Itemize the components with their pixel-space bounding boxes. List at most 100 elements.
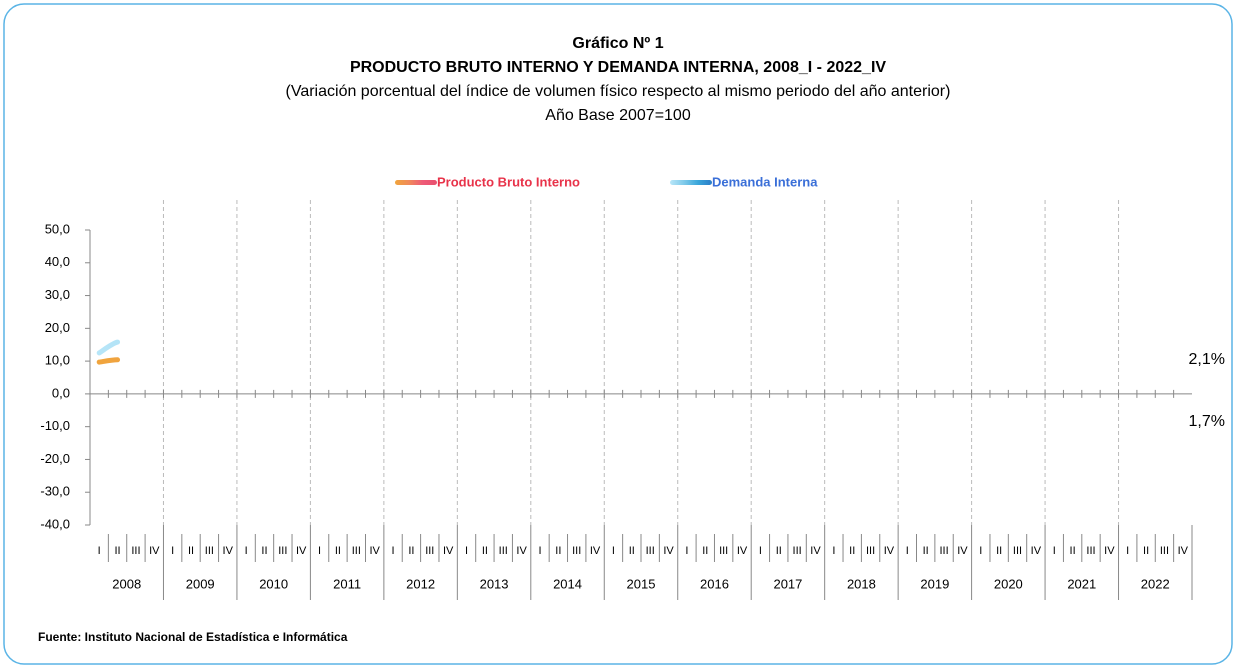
x-tick-label: IV (516, 545, 527, 557)
x-tick-label: II (849, 545, 855, 557)
chart-note: Año Base 2007=100 (545, 107, 691, 124)
year-label: 2011 (333, 576, 361, 591)
year-label: 2017 (773, 576, 802, 591)
y-tick-label: -40,0 (40, 516, 70, 531)
x-tick-label: IV (296, 545, 307, 557)
x-tick-label: II (923, 545, 929, 557)
x-tick-label: I (979, 545, 982, 557)
x-tick-label: IV (1178, 545, 1189, 557)
end-label: 2,1% (1189, 351, 1225, 368)
year-label: 2012 (406, 576, 435, 591)
x-tick-label: I (685, 545, 688, 557)
x-tick-label: III (1160, 545, 1169, 557)
x-tick-label: IV (443, 545, 454, 557)
x-tick-label: IV (884, 545, 895, 557)
x-tick-label: I (245, 545, 248, 557)
x-tick-label: I (759, 545, 762, 557)
x-tick-label: III (278, 545, 287, 557)
x-tick-label: II (996, 545, 1002, 557)
year-label: 2010 (259, 576, 288, 591)
legend-swatch (670, 180, 712, 185)
x-tick-label: II (776, 545, 782, 557)
x-tick-label: I (98, 545, 101, 557)
x-tick-label: IV (590, 545, 601, 557)
x-tick-label: II (702, 545, 708, 557)
x-tick-label: I (392, 545, 395, 557)
x-tick-label: IV (737, 545, 748, 557)
x-tick-label: II (555, 545, 561, 557)
year-label: 2020 (994, 576, 1023, 591)
x-tick-label: I (538, 545, 541, 557)
y-tick-label: -20,0 (40, 451, 70, 466)
x-tick-label: II (335, 545, 341, 557)
x-tick-label: III (1086, 545, 1095, 557)
y-tick-label: 0,0 (52, 385, 70, 400)
x-tick-label: III (866, 545, 875, 557)
year-label: 2018 (847, 576, 876, 591)
x-tick-label: III (646, 545, 655, 557)
x-tick-label: IV (1031, 545, 1042, 557)
x-tick-label: III (425, 545, 434, 557)
chart-title: Gráfico Nº 1 (572, 35, 663, 52)
x-tick-label: III (719, 545, 728, 557)
x-tick-label: III (572, 545, 581, 557)
source: Fuente: Instituto Nacional de Estadístic… (38, 630, 348, 644)
x-tick-label: I (465, 545, 468, 557)
x-tick-label: II (114, 545, 120, 557)
y-tick-label: 50,0 (45, 221, 70, 236)
x-tick-label: IV (369, 545, 380, 557)
x-tick-label: II (482, 545, 488, 557)
y-tick-label: -10,0 (40, 418, 70, 433)
y-tick-label: 30,0 (45, 287, 70, 302)
end-label: 1,7% (1189, 413, 1225, 430)
frame (3, 3, 1233, 665)
legend-swatch (395, 180, 437, 185)
year-label: 2015 (627, 576, 656, 591)
x-tick-label: II (408, 545, 414, 557)
x-tick-label: III (499, 545, 508, 557)
year-label: 2022 (1141, 576, 1170, 591)
y-tick-label: -30,0 (40, 484, 70, 499)
x-tick-label: IV (149, 545, 160, 557)
x-tick-label: II (629, 545, 635, 557)
y-tick-label: 20,0 (45, 320, 70, 335)
x-tick-label: III (352, 545, 361, 557)
series-line (96, 357, 121, 365)
year-label: 2019 (920, 576, 949, 591)
legend-label: Demanda Interna (712, 174, 818, 189)
series-line (96, 339, 121, 356)
year-label: 2013 (480, 576, 509, 591)
x-tick-label: II (1070, 545, 1076, 557)
x-tick-label: I (612, 545, 615, 557)
x-tick-label: I (906, 545, 909, 557)
year-label: 2009 (186, 576, 215, 591)
year-label: 2014 (553, 576, 582, 591)
x-tick-label: III (131, 545, 140, 557)
x-tick-label: I (1053, 545, 1056, 557)
x-tick-label: III (1013, 545, 1022, 557)
y-tick-label: 10,0 (45, 353, 70, 368)
x-tick-label: II (188, 545, 194, 557)
year-label: 2008 (112, 576, 141, 591)
x-tick-label: I (318, 545, 321, 557)
x-tick-label: III (939, 545, 948, 557)
x-tick-label: IV (957, 545, 968, 557)
x-tick-label: III (793, 545, 802, 557)
x-tick-label: IV (663, 545, 674, 557)
x-tick-label: I (832, 545, 835, 557)
x-tick-label: II (1143, 545, 1149, 557)
x-tick-label: IV (1104, 545, 1115, 557)
x-tick-label: II (261, 545, 267, 557)
x-tick-label: I (171, 545, 174, 557)
legend-label: Producto Bruto Interno (437, 174, 580, 189)
x-tick-label: III (205, 545, 214, 557)
y-tick-label: 40,0 (45, 254, 70, 269)
year-label: 2016 (700, 576, 729, 591)
x-tick-label: IV (810, 545, 821, 557)
x-tick-label: I (1126, 545, 1129, 557)
chart-subtitle: PRODUCTO BRUTO INTERNO Y DEMANDA INTERNA… (350, 59, 886, 76)
chart-note: (Variación porcentual del índice de volu… (286, 83, 951, 100)
x-tick-label: IV (223, 545, 234, 557)
year-label: 2021 (1067, 576, 1096, 591)
